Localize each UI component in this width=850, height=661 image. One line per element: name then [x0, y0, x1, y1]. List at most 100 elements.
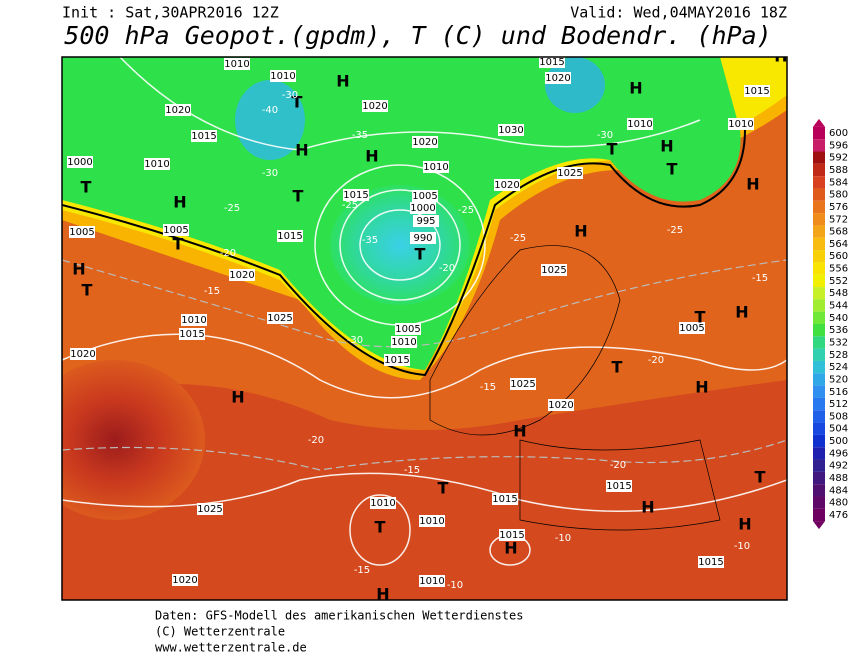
- pressure-center: T: [438, 479, 449, 498]
- colorbar-label: 512: [829, 399, 848, 410]
- pressure-center: H: [295, 141, 308, 160]
- pressure-label: 1020: [548, 400, 573, 411]
- colorbar-swatch: [813, 188, 825, 201]
- colorbar-swatch: [813, 471, 825, 485]
- pressure-center: H: [746, 175, 759, 194]
- label-box: [191, 130, 217, 142]
- label-box: [545, 72, 571, 84]
- pressure-label: 1010: [144, 159, 169, 170]
- temperature-label: -30: [262, 168, 278, 179]
- temperature-label: -40: [262, 105, 278, 116]
- label-box: [679, 322, 705, 334]
- colorbar-swatch: [813, 126, 825, 140]
- label-box: [539, 57, 565, 68]
- footer-source: Daten: GFS-Modell des amerikanischen Wet…: [155, 609, 523, 623]
- colorbar-swatch: [813, 324, 825, 337]
- pressure-label: 1015: [191, 131, 216, 142]
- pressure-center: H: [641, 498, 654, 517]
- colorbar-swatch: [813, 151, 825, 164]
- cold-core: [235, 80, 305, 160]
- colorbar-swatch: [813, 176, 825, 189]
- colorbar-label: 580: [829, 190, 848, 201]
- label-box: [606, 480, 632, 492]
- valid-time: Valid: Wed,04MAY2016 18Z: [570, 4, 787, 22]
- label-box: [510, 378, 536, 390]
- pressure-label: 1010: [181, 315, 206, 326]
- pressure-center: T: [81, 178, 92, 197]
- temperature-label: -10: [555, 533, 571, 544]
- colorbar-swatch: [813, 373, 825, 386]
- pressure-label: 1010: [419, 576, 444, 587]
- colorbar-swatch: [813, 274, 825, 288]
- footer-copyright: (C) Wetterzentrale: [155, 625, 285, 639]
- label-box: [267, 312, 293, 324]
- pressure-label: 1010: [419, 516, 444, 527]
- pressure-center: H: [629, 79, 642, 98]
- pressure-label: 1005: [395, 324, 420, 335]
- colorbar-swatch: [813, 287, 825, 300]
- cold-core: [545, 57, 605, 113]
- pressure-label: 1015: [499, 530, 524, 541]
- colorbar-label: 496: [829, 448, 848, 459]
- pressure-center: H: [376, 585, 389, 604]
- pressure-label: 1020: [70, 349, 95, 360]
- coastline: [429, 245, 721, 531]
- pressure-label: 1025: [267, 313, 292, 324]
- colorbar-label: 600: [829, 128, 848, 139]
- temperature-label: -25: [667, 225, 683, 236]
- pressure-label: 1010: [627, 119, 652, 130]
- colorbar-label: 576: [829, 202, 848, 213]
- colorbar-label: 524: [829, 362, 848, 373]
- label-box: [395, 323, 421, 335]
- pressure-center: H: [735, 303, 748, 322]
- colorbar-swatch: [813, 200, 825, 214]
- temperature-label: -20: [439, 263, 455, 274]
- colorbar-label: 504: [829, 424, 848, 435]
- colorbar-label: 556: [829, 264, 848, 275]
- pressure-label: 1015: [606, 481, 631, 492]
- label-box: [370, 497, 396, 509]
- temperature-label: -15: [752, 273, 768, 284]
- label-box: [410, 232, 436, 244]
- pressure-label: 1020: [229, 270, 254, 281]
- colorbar-swatch: [813, 311, 825, 324]
- label-box: [165, 104, 191, 116]
- label-box: [728, 118, 754, 130]
- pressure-label: 1010: [370, 498, 395, 509]
- temperature-label: -10: [447, 580, 463, 591]
- pressure-label: 1020: [545, 73, 570, 84]
- label-box: [172, 574, 198, 586]
- label-box: [181, 314, 207, 326]
- label-box: [391, 336, 417, 348]
- colorbar-swatch: [813, 336, 825, 349]
- colorbar-swatch: [813, 299, 825, 312]
- map-frame: [61, 56, 788, 601]
- pressure-label: 1015: [343, 190, 368, 201]
- colorbar-label: 484: [829, 485, 848, 496]
- pressure-center: H: [365, 147, 378, 166]
- pressure-label: 1010: [224, 59, 249, 70]
- colorbar-swatch: [813, 262, 825, 275]
- colorbar-label: 544: [829, 301, 848, 312]
- pressure-center: T: [667, 160, 678, 179]
- footer-url: www.wetterzentrale.de: [155, 641, 307, 655]
- label-box: [492, 493, 518, 505]
- temperature-label: -25: [224, 203, 240, 214]
- pressure-center: T: [415, 245, 426, 264]
- colorbar-swatch: [813, 496, 825, 509]
- colorbar-swatch: [813, 237, 825, 251]
- colorbar-label: 532: [829, 337, 848, 348]
- pressure-label: 1030: [498, 125, 523, 136]
- pressure-center: T: [293, 187, 304, 206]
- label-box: [413, 215, 439, 227]
- label-box: [412, 136, 438, 148]
- temperature-label: -15: [404, 465, 420, 476]
- pressure-label: 1015: [277, 231, 302, 242]
- pressure-label: 1020: [172, 575, 197, 586]
- colorbar-label: 536: [829, 325, 848, 336]
- pressure-center: T: [695, 308, 706, 327]
- pressure-label: 1010: [391, 337, 416, 348]
- colorbar-label: 500: [829, 436, 848, 447]
